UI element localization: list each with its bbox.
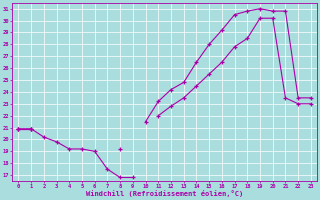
X-axis label: Windchill (Refroidissement éolien,°C): Windchill (Refroidissement éolien,°C) xyxy=(86,190,243,197)
